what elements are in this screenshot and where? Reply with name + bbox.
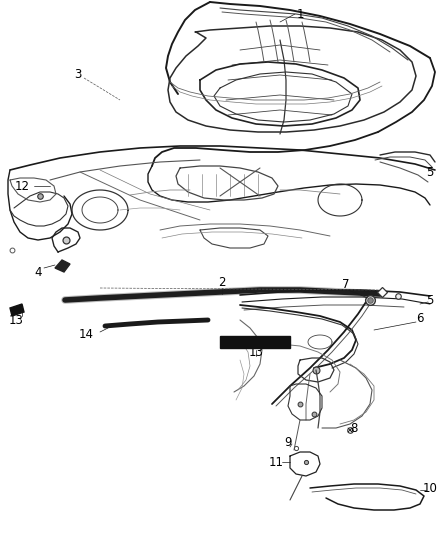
Text: 5: 5 (426, 294, 434, 306)
Text: 9: 9 (284, 437, 292, 449)
Text: 10: 10 (423, 481, 438, 495)
Text: 8: 8 (350, 422, 358, 434)
Text: 11: 11 (268, 456, 283, 469)
Text: 13: 13 (248, 345, 263, 359)
Text: 3: 3 (74, 68, 82, 80)
Text: 7: 7 (342, 278, 350, 290)
Text: 13: 13 (9, 313, 24, 327)
Polygon shape (220, 336, 290, 348)
Text: 2: 2 (218, 277, 226, 289)
Text: 12: 12 (14, 180, 29, 192)
Text: 1: 1 (296, 7, 304, 20)
Text: 6: 6 (416, 311, 424, 325)
Text: 4: 4 (34, 265, 42, 279)
Polygon shape (10, 304, 24, 316)
Polygon shape (55, 260, 70, 272)
Text: 14: 14 (78, 327, 93, 341)
Text: 5: 5 (426, 166, 434, 179)
